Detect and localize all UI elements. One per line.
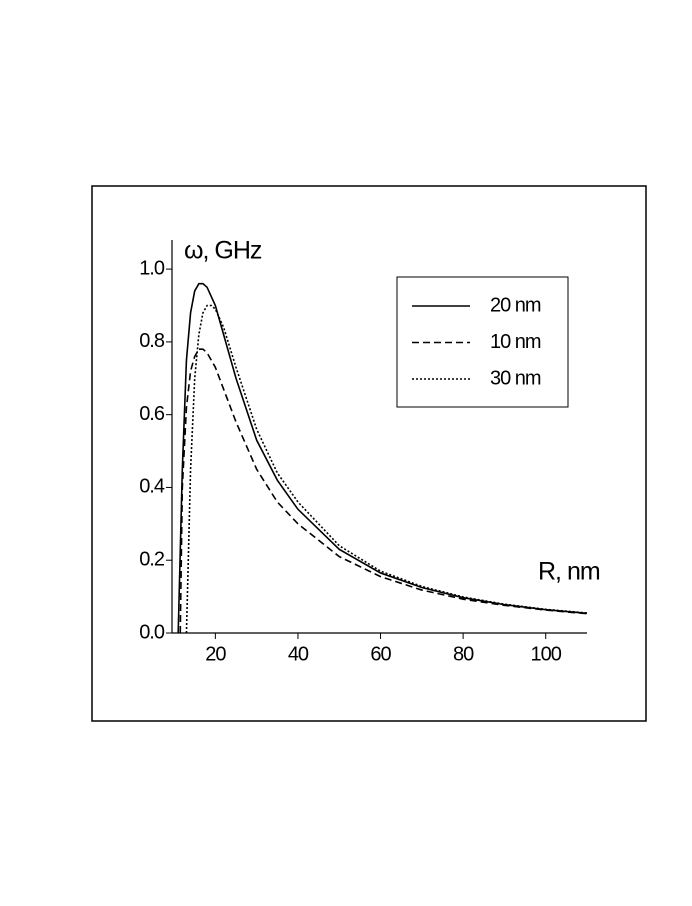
y-tick-label: 0.8 xyxy=(139,330,165,352)
x-axis-label: R, nm xyxy=(538,558,600,586)
series-line xyxy=(177,282,588,634)
legend-label: 30 nm xyxy=(490,367,541,389)
y-tick-label: 0.4 xyxy=(139,476,165,498)
y-tick-label: 0.2 xyxy=(139,549,165,571)
series-line xyxy=(179,348,588,634)
legend-box xyxy=(396,276,569,408)
x-tick-label: 60 xyxy=(370,643,391,665)
y-axis-label: ω, GHz xyxy=(184,237,262,265)
x-tick-label: 80 xyxy=(453,643,474,665)
series-line xyxy=(185,304,588,634)
y-tick-label: 0.0 xyxy=(139,621,165,643)
legend-label: 10 nm xyxy=(490,331,541,353)
legend-label: 20 nm xyxy=(490,294,541,316)
x-tick-label: 100 xyxy=(531,643,562,665)
frame xyxy=(91,185,647,722)
y-tick-label: 1.0 xyxy=(139,257,165,279)
y-tick-label: 0.6 xyxy=(139,403,165,425)
x-tick-label: 20 xyxy=(205,643,226,665)
x-tick-label: 40 xyxy=(288,643,309,665)
